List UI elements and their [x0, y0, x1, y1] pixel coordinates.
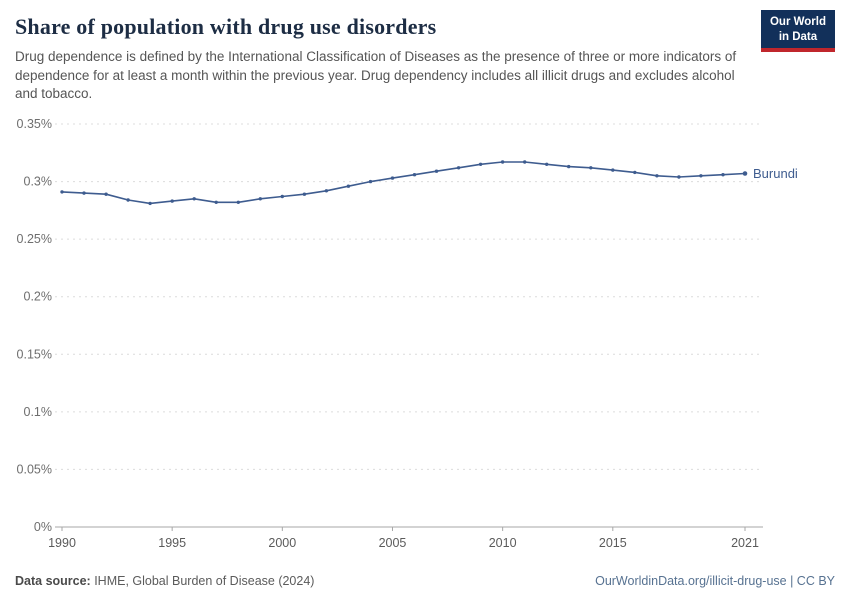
data-point	[302, 192, 307, 196]
data-point	[611, 168, 615, 172]
x-tick-label: 1995	[158, 536, 186, 550]
data-point	[478, 162, 483, 166]
x-tick-label: 2021	[731, 536, 759, 550]
chart-header: Share of population with drug use disord…	[0, 0, 850, 104]
data-point	[434, 169, 439, 173]
data-point	[545, 162, 549, 166]
data-point	[104, 192, 108, 196]
data-point	[346, 184, 351, 188]
data-source-label: Data source:	[15, 574, 91, 588]
data-point	[368, 179, 373, 184]
x-tick-label: 2010	[489, 536, 517, 550]
data-point	[258, 196, 262, 201]
x-tick-label: 1990	[48, 536, 76, 550]
y-tick-label: 0.1%	[24, 405, 53, 419]
y-tick-label: 0.2%	[24, 290, 53, 304]
data-point	[82, 191, 86, 195]
data-point	[456, 165, 461, 170]
series-end-point	[742, 171, 748, 176]
x-tick-label: 2005	[379, 536, 407, 550]
data-point	[60, 190, 64, 194]
owid-cc-link[interactable]: OurWorldinData.org/illicit-drug-use | CC…	[595, 574, 835, 588]
data-point	[655, 173, 659, 178]
data-point	[126, 198, 130, 202]
line-chart-svg: 0% 0.05% 0.1% 0.15% 0.2% 0.25% 0.3% 0.35% 1990 19…	[17, 117, 798, 550]
y-tick-label: 0.25%	[17, 232, 52, 246]
chart-subtitle: Drug dependence is defined by the Intern…	[15, 49, 737, 102]
data-point	[500, 160, 505, 164]
y-tick-label: 0.35%	[17, 117, 52, 131]
y-tick-label: 0.15%	[17, 347, 52, 361]
data-point	[324, 188, 329, 193]
y-tick-label: 0.3%	[24, 174, 53, 188]
data-point	[214, 200, 218, 204]
owid-logo[interactable]: Our World in Data	[760, 10, 835, 52]
data-point	[192, 196, 196, 201]
data-point	[633, 170, 637, 174]
data-point	[236, 200, 240, 204]
chart-footer: Data source: IHME, Global Burden of Dise…	[0, 574, 850, 588]
owid-logo-line2: in Data	[778, 30, 818, 43]
data-point	[390, 176, 395, 180]
series-line	[61, 161, 746, 205]
x-tick-label: 2000	[268, 536, 296, 550]
data-source-note: Data source: IHME, Global Burden of Dise…	[15, 574, 314, 588]
x-tick-label: 2015	[599, 536, 627, 550]
y-tick-label: 0.05%	[17, 462, 52, 476]
data-point	[412, 172, 417, 177]
y-tick-label: 0%	[34, 520, 52, 534]
data-point	[677, 175, 681, 179]
data-point	[523, 160, 527, 164]
chart-area[interactable]: 0% 0.05% 0.1% 0.15% 0.2% 0.25% 0.3% 0.35% 1990 19…	[0, 112, 850, 562]
data-point	[148, 201, 152, 205]
page-title: Share of population with drug use disord…	[15, 14, 437, 39]
owid-logo-line1: Our World	[769, 16, 826, 28]
data-point	[699, 173, 703, 178]
series-label[interactable]: Burundi	[753, 166, 798, 181]
data-point	[589, 165, 593, 170]
data-point	[170, 199, 174, 203]
data-point	[567, 164, 571, 169]
data-source-text: IHME, Global Burden of Disease (2024)	[90, 574, 315, 588]
data-point	[280, 194, 284, 199]
data-point	[721, 172, 725, 177]
